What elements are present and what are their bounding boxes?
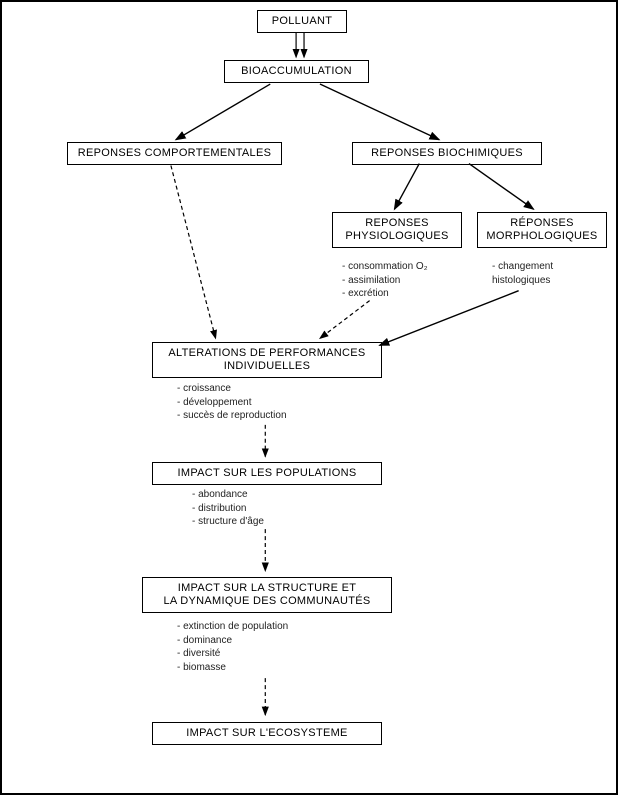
node-bioaccumulation: BIOACCUMULATION [224, 60, 369, 83]
node-reponses-physiologiques: REPONSES PHYSIOLOGIQUES [332, 212, 462, 248]
bullets-physio: consommation O₂ assimilation excrétion [342, 260, 472, 301]
node-impact-populations: IMPACT SUR LES POPULATIONS [152, 462, 382, 485]
node-reponses-comportementales: REPONSES COMPORTEMENTALES [67, 142, 282, 165]
node-impact-communautes: IMPACT SUR LA STRUCTURE ET LA DYNAMIQUE … [142, 577, 392, 613]
bullets-morpho: changement histologiques [492, 260, 602, 287]
node-reponses-morphologiques: RÉPONSES MORPHOLOGIQUES [477, 212, 607, 248]
node-impact-ecosysteme: IMPACT SUR L'ECOSYSTEME [152, 722, 382, 745]
bullets-populations: abondance distribution structure d'âge [192, 488, 392, 529]
node-alterations: ALTERATIONS DE PERFORMANCES INDIVIDUELLE… [152, 342, 382, 378]
diagram-page: POLLUANT BIOACCUMULATION REPONSES COMPOR… [0, 0, 618, 795]
bullets-communautes: extinction de population dominance diver… [177, 620, 397, 674]
node-reponses-biochimiques: REPONSES BIOCHIMIQUES [352, 142, 542, 165]
node-polluant: POLLUANT [257, 10, 347, 33]
bullets-alterations: croissance développement succès de repro… [177, 382, 377, 423]
